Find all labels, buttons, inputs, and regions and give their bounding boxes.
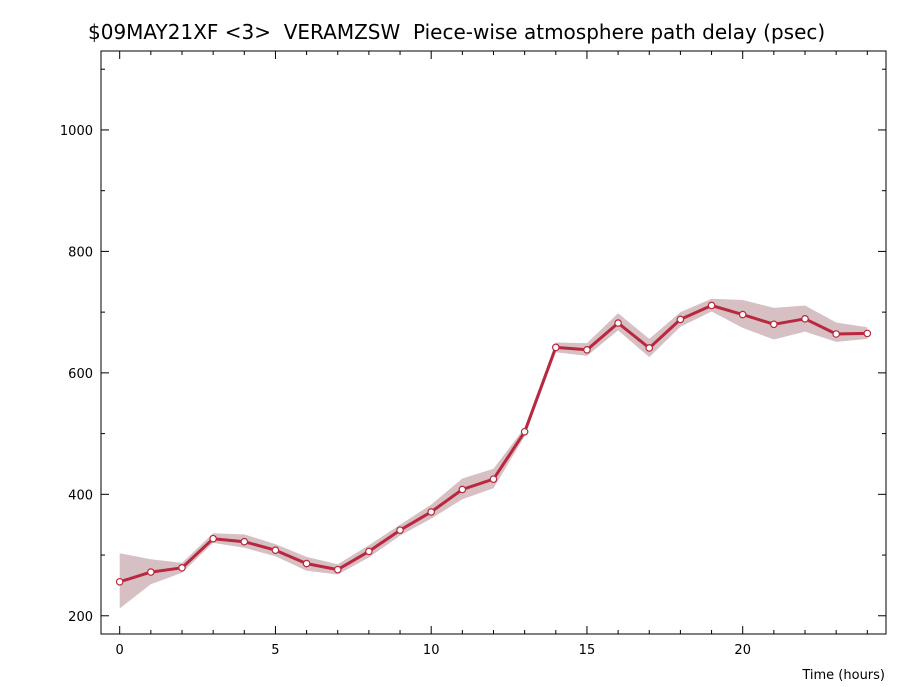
data-point [832, 330, 840, 338]
y-tick-label: 400 [68, 488, 93, 503]
x-tick-label: 20 [734, 643, 751, 658]
data-point [520, 427, 529, 436]
y-tick-label: 1000 [60, 124, 93, 139]
data-point [863, 329, 872, 338]
data-point [707, 301, 716, 310]
data-point [583, 345, 591, 354]
data-point [458, 485, 467, 494]
x-axis-label: Time (hours) [801, 668, 885, 683]
uncertainty-band [119, 298, 868, 609]
data-point [333, 565, 342, 574]
chart-title: $09MAY21XF <3> VERAMZSW Piece-wise atmos… [88, 20, 825, 44]
data-point [645, 344, 654, 352]
data-point [614, 319, 622, 327]
data-point [738, 310, 747, 319]
x-axis-ticks: 0 5 10 15 20 [116, 51, 868, 658]
y-tick-label: 800 [68, 245, 93, 260]
data-point [770, 320, 778, 329]
data-point [396, 526, 404, 534]
data-point [240, 537, 249, 546]
data-point [552, 343, 560, 352]
y-tick-label: 200 [68, 610, 93, 625]
data-point [427, 508, 435, 516]
plot-frame [100, 50, 887, 635]
data-point [676, 315, 685, 324]
data-point [178, 564, 186, 572]
y-tick-label: 600 [68, 367, 93, 382]
data-point [209, 534, 217, 543]
data-point [271, 546, 280, 554]
series-line [119, 304, 868, 584]
x-tick-label: 10 [423, 643, 440, 658]
data-point [489, 475, 498, 483]
x-tick-label: 0 [116, 643, 124, 658]
data-point [302, 559, 311, 568]
data-points [115, 301, 872, 586]
data-point [147, 568, 155, 576]
data-point [801, 315, 809, 323]
data-point [365, 547, 373, 556]
y-axis-ticks: 200 400 600 800 1000 [60, 68, 886, 625]
x-tick-label: 15 [579, 643, 596, 658]
x-tick-label: 5 [271, 643, 279, 658]
data-point [115, 577, 124, 586]
